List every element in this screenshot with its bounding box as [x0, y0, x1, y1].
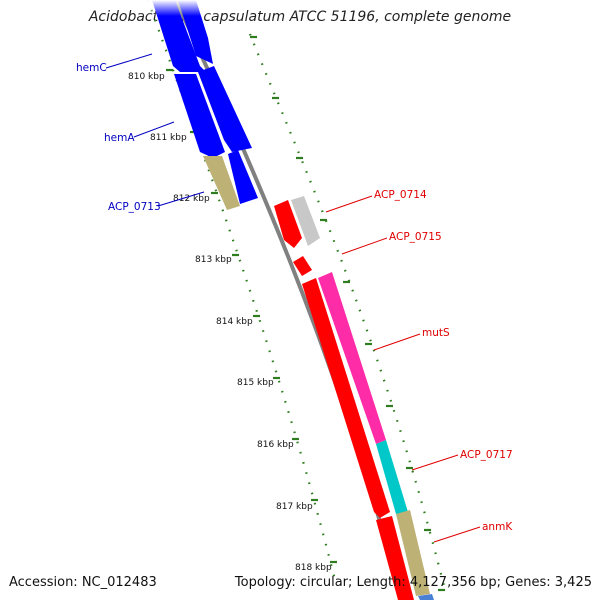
- gene-acp0715[interactable]: [293, 256, 312, 276]
- tick-label: 818 kbp: [295, 563, 332, 573]
- tick-label: 814 kbp: [216, 317, 253, 327]
- gene-label-anmk[interactable]: anmK: [482, 521, 513, 533]
- tick-label: 812 kbp: [173, 194, 210, 204]
- tick-label: 811 kbp: [150, 133, 187, 143]
- forward-labels: ACP_0714 ACP_0715 mutS ACP_0717 anmK: [374, 189, 513, 533]
- reverse-strand-genes: [140, 0, 258, 210]
- gene-mutl[interactable]: [302, 278, 390, 518]
- forward-label-leaders: [325, 195, 481, 543]
- gene-muts[interactable]: [318, 272, 386, 444]
- gene-anmk[interactable]: [396, 510, 430, 596]
- forward-strand-genes: [274, 196, 434, 600]
- gene-label-hemc[interactable]: hemC: [76, 62, 107, 74]
- gene-label-acp0713[interactable]: ACP_0713: [108, 201, 161, 213]
- gene-label-acp0717[interactable]: ACP_0717: [460, 449, 513, 461]
- tick-labels: 810 kbp 811 kbp 812 kbp 813 kbp 814 kbp …: [128, 72, 332, 573]
- gene-acp0717[interactable]: [376, 440, 408, 514]
- tick-label: 810 kbp: [128, 72, 165, 82]
- tick-label: 817 kbp: [276, 502, 313, 512]
- tick-label: 815 kbp: [237, 378, 274, 388]
- tick-label: 816 kbp: [257, 440, 294, 450]
- tick-label: 813 kbp: [195, 255, 232, 265]
- gene-label-acp0714[interactable]: ACP_0714: [374, 189, 427, 201]
- top-fade: [140, 0, 220, 16]
- gene-label-acp0715[interactable]: ACP_0715: [389, 231, 442, 243]
- gene-label-hema[interactable]: hemA: [104, 132, 135, 144]
- reverse-labels: hemC hemA ACP_0713: [76, 62, 161, 213]
- gene-hema[interactable]: [174, 74, 225, 158]
- reverse-label-leaders: [105, 53, 205, 207]
- gene-blue-bottom[interactable]: [418, 594, 434, 600]
- gene-acp0712[interactable]: [198, 66, 252, 152]
- accession-text: Accession: NC_012483: [9, 575, 157, 590]
- gene-acp0714[interactable]: [274, 200, 302, 248]
- gene-acp0713b[interactable]: [228, 150, 258, 204]
- outer-tick-marks: [250, 35, 445, 592]
- genome-summary-text: Topology: circular; Length: 4,127,356 bp…: [234, 575, 592, 590]
- gene-red-bottom[interactable]: [376, 516, 414, 600]
- gene-acp0714b[interactable]: [291, 196, 320, 246]
- gene-label-muts[interactable]: mutS: [422, 327, 450, 339]
- gene-acp0713[interactable]: [203, 156, 240, 210]
- gene-hemc[interactable]: [152, 0, 206, 72]
